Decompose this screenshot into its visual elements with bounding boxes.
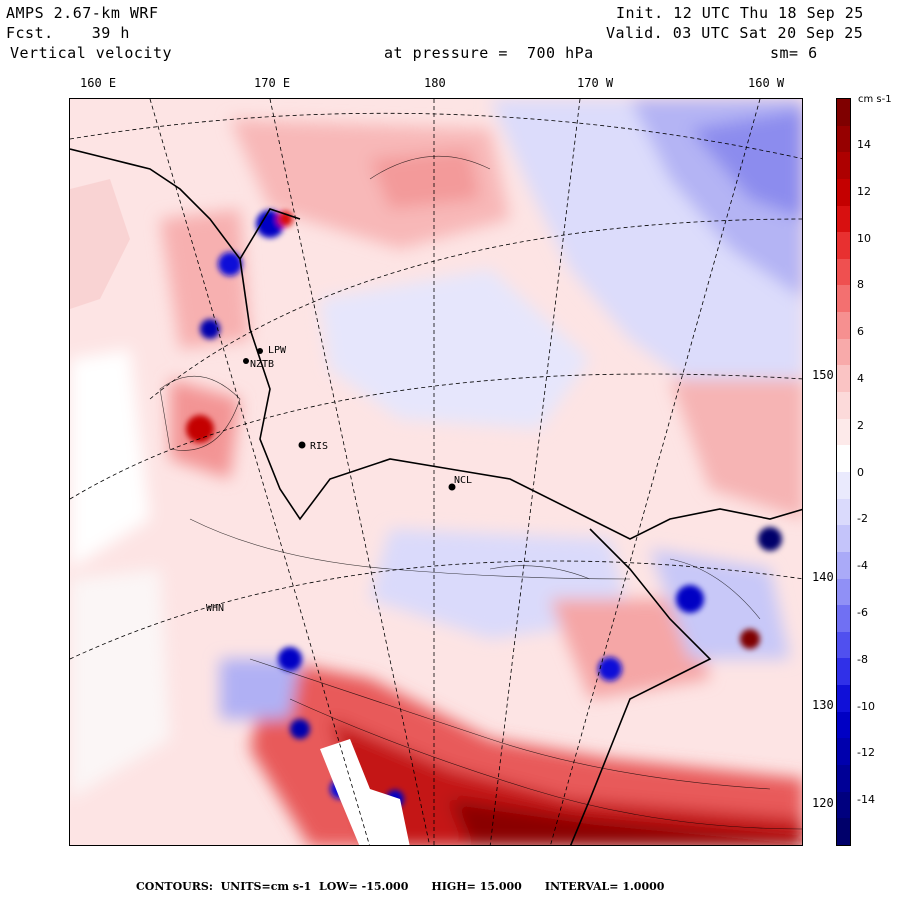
fcst-label: Fcst. (6, 24, 54, 42)
lon-label-160w: 160 W (748, 76, 785, 90)
station-nztb: NZTB (250, 359, 274, 370)
station-lpw-dot (257, 348, 263, 354)
colorbar-segment (837, 285, 850, 313)
colorbar-segment (837, 178, 850, 206)
colorbar-segment (837, 791, 850, 819)
station-ris-dot (298, 441, 306, 449)
init-time: Init. 12 UTC Thu 18 Sep 25 (616, 4, 864, 22)
colorbar-tick-label: 0 (857, 465, 864, 479)
contours-label: CONTOURS: (136, 880, 213, 893)
colorbar-unit: cm s-1 (858, 94, 892, 105)
contour-info: CONTOURS: UNITS=cm s-1 LOW= -15.000 HIGH… (136, 880, 664, 893)
colorbar-tick-label: -14 (857, 793, 875, 807)
colorbar-segment (837, 365, 850, 393)
colorbar-tick-label: 12 (857, 184, 871, 198)
colorbar-segment (837, 152, 850, 179)
colorbar-tick-label: 2 (857, 418, 864, 432)
colorbar-tick-label: -2 (857, 512, 868, 526)
colorbar-tick-label: 6 (857, 325, 864, 339)
masked-terrain (320, 739, 410, 845)
colorbar-tick-label: 14 (857, 138, 871, 151)
colorbar-segment (837, 551, 850, 579)
colorbar-tick-label: -10 (857, 699, 875, 713)
station-lpw: LPW (268, 345, 287, 356)
colorbar-tick-label: -4 (857, 559, 868, 573)
station-markers: LPW NZTB RIS NCL WHN (206, 345, 472, 614)
colorbar-segment (837, 258, 850, 286)
colorbar-segment (837, 338, 850, 366)
colorbar-tick-label: -12 (857, 746, 875, 760)
colorbar-segment (837, 685, 850, 712)
colorbar-segment (837, 711, 850, 739)
contours-high: HIGH= 15.000 (431, 880, 522, 893)
colorbar-segment (837, 99, 850, 126)
fcst-value: 39 h (91, 24, 130, 42)
contours-low: LOW= -15.000 (318, 880, 409, 893)
map-panel[interactable]: LPW NZTB RIS NCL WHN (69, 98, 803, 846)
colorbar (836, 98, 851, 846)
field-name: Vertical velocity (10, 44, 173, 62)
station-whn: WHN (206, 603, 224, 614)
forecast-hour: Fcst. 39 h (6, 24, 130, 42)
lon-label-180: 180 (424, 76, 446, 90)
model-title: AMPS 2.67-km WRF (6, 4, 159, 22)
colorbar-segment (837, 818, 850, 845)
colorbar-segment (837, 631, 850, 659)
colorbar-segment (837, 605, 850, 632)
colorbar-segment (837, 498, 850, 526)
station-ncl-dot (448, 483, 456, 491)
graticule (70, 99, 802, 845)
station-ncl: NCL (454, 475, 472, 486)
colorbar-tick-label: -6 (857, 606, 868, 619)
valid-time: Valid. 03 UTC Sat 20 Sep 25 (606, 24, 864, 42)
contour-lines (159, 155, 802, 830)
pressure-value: 700 hPa (526, 44, 594, 62)
colorbar-segment (837, 445, 850, 472)
colorbar-segment (837, 232, 850, 259)
colorbar-tick-label: 4 (857, 372, 864, 385)
contours-interval: INTERVAL= 1.0000 (544, 880, 665, 893)
lon-label-170w: 170 W (577, 76, 614, 90)
colorbar-segment (837, 205, 850, 233)
colorbar-segment (837, 525, 850, 552)
colorbar-segment (837, 765, 850, 792)
smoothing-value: sm= 6 (770, 44, 818, 62)
station-nztb-dot (243, 358, 249, 364)
coastline (70, 148, 802, 845)
pressure-level: at pressure = 700 hPa (384, 44, 594, 62)
colorbar-segment (837, 738, 850, 766)
colorbar-segment (837, 392, 850, 419)
colorbar-segment (837, 578, 850, 606)
colorbar-tick-label: 10 (857, 231, 871, 245)
pressure-label: at pressure = (384, 44, 508, 62)
lon-label-160e: 160 E (80, 76, 117, 90)
lon-label-170e: 170 E (254, 76, 291, 90)
contours-units: UNITS=cm s-1 (220, 880, 312, 893)
colorbar-tick-label: -8 (857, 652, 868, 666)
colorbar-segment (837, 418, 850, 446)
colorbar-segment (837, 658, 850, 686)
colorbar-segment (837, 312, 850, 339)
station-ris: RIS (310, 441, 328, 452)
map-canvas: LPW NZTB RIS NCL WHN (70, 99, 802, 845)
colorbar-segment (837, 471, 850, 499)
colorbar-segment (837, 125, 850, 153)
colorbar-tick-label: 8 (857, 278, 864, 292)
